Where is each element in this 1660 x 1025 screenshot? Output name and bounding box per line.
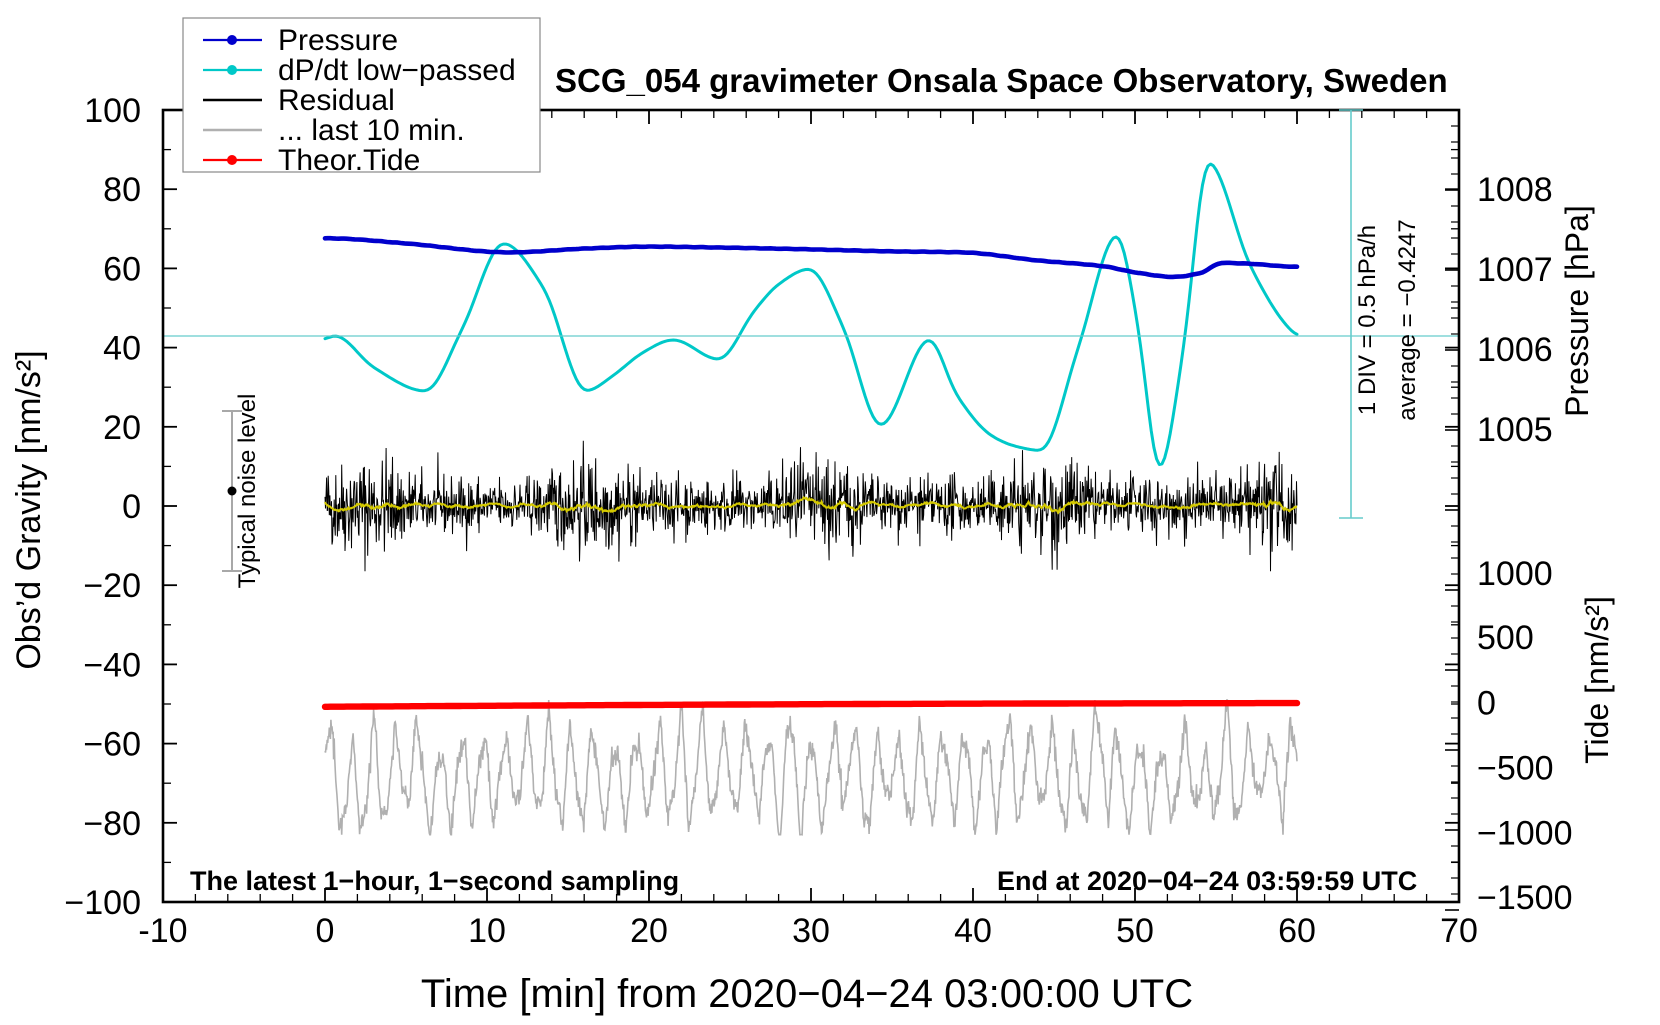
svg-text:Pressure: Pressure [278,24,398,57]
svg-text:0: 0 [316,912,335,950]
svg-text:SCG_054 gravimeter Onsala Spac: SCG_054 gravimeter Onsala Space Observat… [555,62,1448,99]
svg-text:50: 50 [1116,912,1154,950]
svg-text:Obs’d Gravity [nm/s²]: Obs’d Gravity [nm/s²] [10,350,48,669]
svg-text:Residual: Residual [278,84,395,117]
svg-text:20: 20 [630,912,668,950]
svg-text:70: 70 [1440,912,1478,950]
svg-text:1 DIV = 0.5 hPa/h: 1 DIV = 0.5 hPa/h [1354,225,1381,415]
svg-text:60: 60 [1278,912,1316,950]
svg-text:0: 0 [122,488,141,526]
svg-text:dP/dt low−passed: dP/dt low−passed [278,54,516,87]
svg-text:-10: -10 [138,912,187,950]
svg-text:End at 2020−04−24 03:59:59 UTC: End at 2020−04−24 03:59:59 UTC [997,866,1417,896]
svg-text:100: 100 [84,92,141,130]
svg-text:Typical noise level: Typical noise level [234,394,261,589]
svg-text:60: 60 [103,250,141,288]
svg-text:Time [min] from 2020−04−24 03:: Time [min] from 2020−04−24 03:00:00 UTC [421,972,1193,1016]
svg-text:1005: 1005 [1477,411,1553,449]
svg-text:−100: −100 [64,884,141,922]
svg-text:−500: −500 [1477,750,1554,788]
svg-text:40: 40 [954,912,992,950]
svg-text:30: 30 [792,912,830,950]
svg-text:80: 80 [103,171,141,209]
svg-text:1007: 1007 [1477,251,1553,289]
svg-text:1006: 1006 [1477,331,1553,369]
svg-text:−1500: −1500 [1477,879,1573,917]
svg-text:Tide [nm/s²]: Tide [nm/s²] [1579,596,1615,764]
svg-text:−20: −20 [83,567,141,605]
svg-text:40: 40 [103,330,141,368]
svg-text:The latest 1−hour, 1−second sa: The latest 1−hour, 1−second sampling [190,866,679,896]
svg-text:1008: 1008 [1477,171,1553,209]
svg-text:... last 10 min.: ... last 10 min. [278,114,465,147]
svg-text:10: 10 [468,912,506,950]
svg-text:average = −0.4247: average = −0.4247 [1394,219,1421,421]
svg-text:500: 500 [1477,619,1534,657]
svg-text:Theor.Tide: Theor.Tide [278,144,420,177]
svg-text:Pressure [hPa]: Pressure [hPa] [1559,205,1595,417]
svg-text:−40: −40 [83,646,141,684]
svg-text:−80: −80 [83,805,141,843]
svg-text:1000: 1000 [1477,555,1553,593]
svg-text:−1000: −1000 [1477,814,1573,852]
svg-text:0: 0 [1477,685,1496,723]
svg-text:20: 20 [103,409,141,447]
svg-text:−60: −60 [83,726,141,764]
